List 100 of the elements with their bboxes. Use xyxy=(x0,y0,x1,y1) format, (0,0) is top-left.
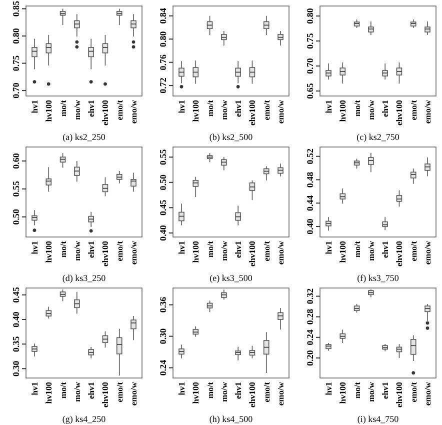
text: (b) ks2_500 xyxy=(209,132,254,142)
x-tick-label: ehv1 xyxy=(380,382,390,399)
text: (i) ks4_750 xyxy=(357,414,400,424)
y-tick-label: 0.30 xyxy=(158,328,168,344)
y-tick-label: 0.72 xyxy=(158,77,168,94)
x-tick-label: mo/t xyxy=(352,100,362,117)
x-tick-label: emo/t xyxy=(114,240,124,262)
x-tick-label: mo/w xyxy=(72,240,82,261)
text: (g) ks4_250 xyxy=(62,414,106,424)
x-tick-label: ehv1 xyxy=(86,382,96,399)
x-tick-label: emo/w xyxy=(276,240,286,265)
y-tick-label: 0.85 xyxy=(11,0,21,17)
y-tick-label: 0.30 xyxy=(11,360,21,377)
x-tick-label: emo/t xyxy=(261,240,272,262)
x-tick-label: ehv1 xyxy=(233,241,244,258)
y-tick-label: 0.44 xyxy=(305,194,315,211)
x-tick-label: emo/w xyxy=(128,381,139,406)
x-tick-label: mo/t xyxy=(204,382,215,399)
x-tick-label: ehv100 xyxy=(394,382,404,408)
y-tick-label: 0.45 xyxy=(11,286,21,303)
x-tick-label: ehv100 xyxy=(394,100,404,126)
y-tick-label: 0.84 xyxy=(158,7,168,24)
x-tick-label: hv1 xyxy=(176,241,186,254)
text: (h) ks4_500 xyxy=(209,414,254,424)
x-tick-label: ehv100 xyxy=(247,382,258,408)
y-tick-label: 0.24 xyxy=(158,359,168,376)
y-tick-label: 0.60 xyxy=(11,152,21,169)
y-tick-label: 0.35 xyxy=(11,336,21,352)
x-tick-label: ehv1 xyxy=(86,241,96,258)
x-tick-label: emo/w xyxy=(422,99,433,124)
x-tick-label: ehv100 xyxy=(247,100,258,126)
x-tick-label: mo/w xyxy=(72,381,82,402)
y-tick-label: 0.55 xyxy=(11,180,21,197)
y-tick-label: 0.50 xyxy=(11,208,21,225)
x-tick-label: emo/t xyxy=(408,240,418,262)
x-tick-label: emo/t xyxy=(408,100,418,120)
y-tick-label: 0.20 xyxy=(305,350,315,366)
y-tick-label: 0.76 xyxy=(158,54,168,70)
x-tick-label: emo/w xyxy=(422,240,433,265)
y-tick-label: 0.32 xyxy=(305,288,315,304)
y-tick-label: 0.80 xyxy=(305,8,315,24)
y-tick-label: 0.70 xyxy=(305,58,315,74)
x-tick-label: ehv100 xyxy=(394,241,404,266)
x-tick-label: hv1 xyxy=(29,382,40,396)
x-tick-label: ehv1 xyxy=(233,382,244,399)
x-tick-label: emo/t xyxy=(114,382,124,402)
x-tick-label: emo/w xyxy=(422,381,433,406)
x-tick-label: emo/t xyxy=(408,382,418,402)
text: (c) ks2_750 xyxy=(356,132,400,142)
x-tick-label: ehv1 xyxy=(380,241,390,258)
x-tick-label: hv1 xyxy=(29,241,40,254)
y-tick-label: 0.65 xyxy=(305,82,315,99)
text: (a) ks2_250 xyxy=(62,132,106,142)
y-tick-label: 0.50 xyxy=(158,174,168,190)
x-tick-label: ehv100 xyxy=(100,382,110,408)
x-tick-label: hv100 xyxy=(338,241,348,263)
x-tick-label: mo/t xyxy=(204,240,215,258)
y-tick-label: 0.40 xyxy=(305,218,315,234)
y-tick-label: 0.80 xyxy=(158,30,168,47)
x-tick-label: mo/w xyxy=(366,99,376,120)
x-tick-label: emo/w xyxy=(276,99,286,124)
x-tick-label: ehv1 xyxy=(380,100,390,117)
x-tick-label: ehv1 xyxy=(86,100,96,117)
x-tick-label: hv1 xyxy=(29,100,40,114)
x-tick-label: ehv1 xyxy=(233,100,244,117)
x-tick-label: hv100 xyxy=(190,382,201,404)
text: (f) ks3_750 xyxy=(357,273,400,283)
x-tick-label: hv100 xyxy=(44,241,54,263)
x-tick-label: hv1 xyxy=(323,100,334,114)
x-tick-label: hv1 xyxy=(323,241,334,254)
x-tick-label: mo/w xyxy=(218,240,229,261)
x-tick-label: mo/t xyxy=(58,240,68,258)
y-tick-label: 0.80 xyxy=(11,28,21,44)
x-tick-label: hv100 xyxy=(338,382,348,404)
y-tick-label: 0.52 xyxy=(305,148,315,164)
x-tick-label: hv100 xyxy=(190,241,201,263)
x-tick-label: mo/t xyxy=(352,382,362,399)
x-tick-label: mo/w xyxy=(218,99,229,120)
y-tick-label: 0.28 xyxy=(305,308,315,325)
y-tick-label: 0.45 xyxy=(158,199,168,216)
text: (d) ks3_250 xyxy=(62,273,106,283)
y-tick-label: 0.75 xyxy=(11,54,21,72)
x-tick-label: mo/t xyxy=(204,100,215,117)
x-tick-label: mo/t xyxy=(58,382,68,399)
x-tick-label: mo/w xyxy=(72,99,82,120)
x-tick-label: hv100 xyxy=(44,382,54,404)
x-tick-label: emo/t xyxy=(261,382,272,402)
x-tick-label: hv1 xyxy=(176,100,186,114)
text: (e) ks3_500 xyxy=(210,273,253,283)
x-tick-label: mo/w xyxy=(366,381,376,402)
x-tick-label: ehv100 xyxy=(247,241,258,266)
x-tick-label: mo/w xyxy=(366,240,376,261)
y-tick-label: 0.40 xyxy=(158,224,168,241)
y-tick-label: 0.75 xyxy=(305,32,315,49)
x-tick-label: emo/w xyxy=(276,381,286,406)
x-tick-label: emo/t xyxy=(261,100,272,120)
y-tick-label: 0.70 xyxy=(11,82,21,98)
y-tick-label: 0.36 xyxy=(158,296,168,313)
x-tick-label: ehv100 xyxy=(100,241,110,266)
x-tick-label: ehv100 xyxy=(100,100,110,126)
